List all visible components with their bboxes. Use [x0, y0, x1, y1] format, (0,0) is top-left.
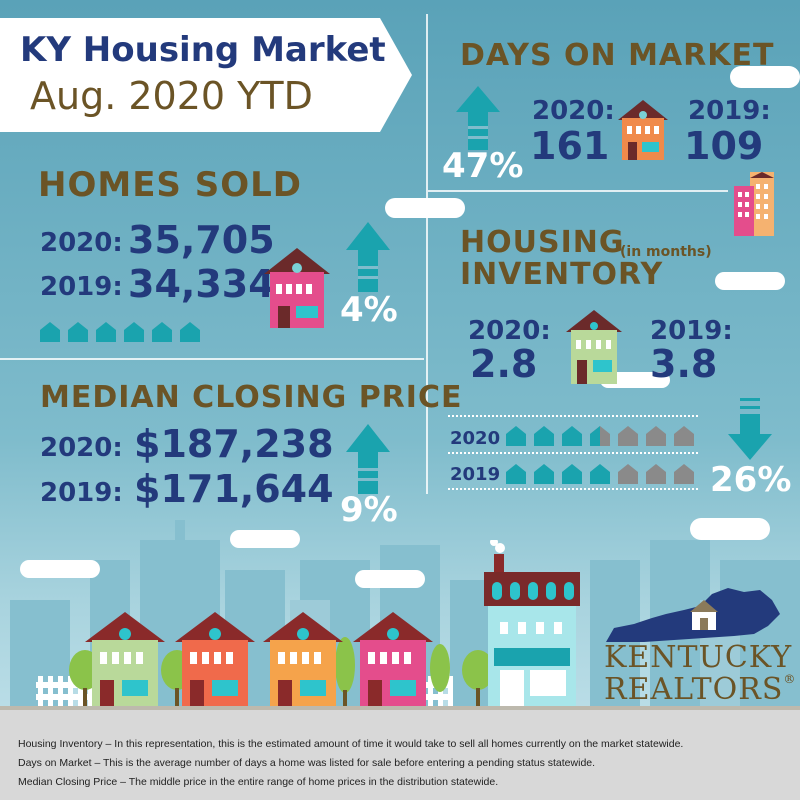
title-line-2: Aug. 2020 YTD — [30, 74, 313, 118]
footnote-days-on-market: Days on Market – This is the average num… — [18, 757, 596, 769]
title-banner-arrow — [380, 18, 412, 132]
cloud — [730, 66, 800, 88]
cloud — [230, 530, 300, 548]
inventory-house-mark — [562, 464, 582, 484]
days-on-market-change: 47% — [442, 146, 524, 186]
cloud — [20, 560, 100, 578]
days-on-market-2019-label: 2019: — [688, 96, 771, 126]
inventory-heading-line-1: HOUSING — [460, 225, 625, 260]
vertical-divider — [426, 14, 428, 494]
footnote-inventory: Housing Inventory – In this representati… — [18, 738, 684, 750]
days-on-market-heading: DAYS ON MARKET — [460, 38, 775, 73]
registered-mark: ® — [783, 672, 797, 686]
inventory-2020-label: 2020: — [468, 316, 551, 346]
up-arrow-icon — [346, 222, 390, 292]
horizontal-divider — [428, 190, 728, 192]
street-scene — [36, 540, 580, 710]
kentucky-map-logo-icon — [606, 588, 780, 642]
days-on-market-2020-value: 161 — [530, 124, 610, 168]
inventory-house-mark — [506, 426, 526, 446]
inventory-change: 26% — [710, 460, 792, 500]
inventory-house-mark — [674, 426, 694, 446]
up-arrow-icon — [456, 86, 500, 150]
homes-sold-change: 4% — [340, 290, 398, 330]
inventory-house-mark — [590, 426, 610, 446]
logo-line-2-text: REALTORS — [604, 672, 784, 707]
dotted-separator — [448, 415, 698, 417]
inventory-house-mark — [646, 426, 666, 446]
down-arrow-icon — [728, 398, 772, 460]
median-price-2019-label: 2019: — [40, 478, 123, 508]
logo-line-2: REALTORS® — [604, 672, 796, 707]
pink-house-icon — [264, 248, 330, 328]
apartment-buildings-icon — [734, 172, 774, 236]
inventory-unit-note: (in months) — [620, 244, 712, 260]
median-price-heading: MEDIAN CLOSING PRICE — [40, 380, 463, 415]
homes-sold-house-row — [40, 322, 200, 342]
orange-house-icon — [618, 100, 668, 160]
inventory-row-2019-label: 2019 — [450, 464, 501, 485]
logo-line-1: KENTUCKY — [604, 640, 793, 675]
inventory-2020-value: 2.8 — [470, 342, 538, 386]
dotted-separator — [448, 488, 698, 490]
inventory-house-mark — [506, 464, 526, 484]
title-line-1: KY Housing Market — [20, 30, 386, 70]
days-on-market-2019-value: 109 — [684, 124, 764, 168]
median-price-change: 9% — [340, 490, 398, 530]
homes-sold-2019-label: 2019: — [40, 272, 123, 302]
inventory-house-mark — [590, 464, 610, 484]
inventory-house-mark — [534, 426, 554, 446]
inventory-2019-value: 3.8 — [650, 342, 718, 386]
inventory-house-mark — [562, 426, 582, 446]
inventory-row-2020-label: 2020 — [450, 428, 501, 449]
cloud — [385, 198, 465, 218]
homes-sold-2020-label: 2020: — [40, 228, 123, 258]
inventory-house-mark — [674, 464, 694, 484]
median-price-2020-value: $187,238 — [134, 422, 334, 466]
inventory-house-mark — [646, 464, 666, 484]
homes-sold-2020-value: 35,705 — [128, 218, 275, 262]
dotted-separator — [448, 452, 698, 454]
days-on-market-2020-label: 2020: — [532, 96, 615, 126]
up-arrow-icon — [346, 424, 390, 494]
median-price-2020-label: 2020: — [40, 433, 123, 463]
footnote-median-price: Median Closing Price – The middle price … — [18, 776, 499, 788]
cloud — [355, 570, 425, 588]
inventory-house-mark — [618, 464, 638, 484]
inventory-house-mark — [534, 464, 554, 484]
median-price-2019-value: $171,644 — [134, 467, 334, 511]
cloud — [690, 518, 770, 540]
cloud — [715, 272, 785, 290]
footnote-bar — [0, 710, 800, 800]
cloud — [600, 372, 670, 388]
inventory-house-mark — [618, 426, 638, 446]
title-banner — [0, 18, 380, 132]
homes-sold-2019-value: 34,334 — [128, 262, 275, 306]
inventory-house-rows — [506, 426, 694, 484]
green-house-icon — [566, 310, 622, 384]
inventory-2019-label: 2019: — [650, 316, 733, 346]
inventory-heading-line-2: INVENTORY — [460, 257, 664, 292]
horizontal-divider — [0, 358, 424, 360]
homes-sold-heading: HOMES SOLD — [38, 165, 303, 205]
